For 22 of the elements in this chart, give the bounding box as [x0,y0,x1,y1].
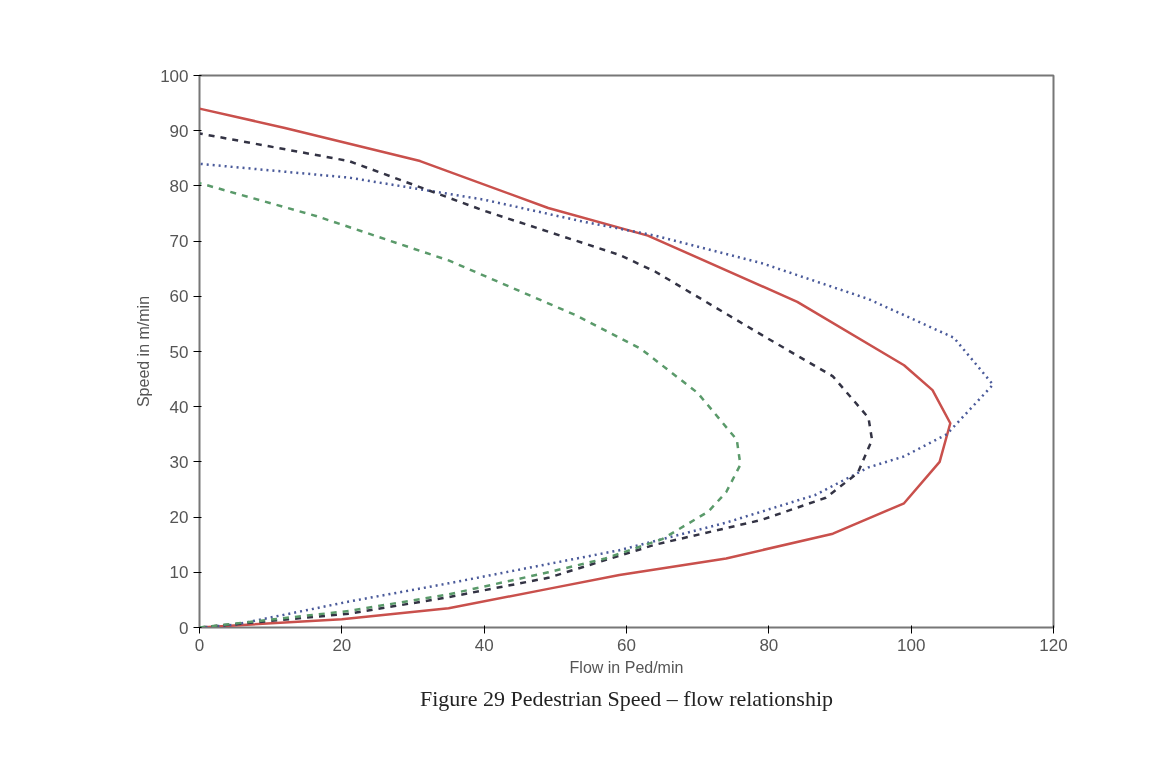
y-axis-title: Speed in m/min [135,295,153,408]
y-tick-label: 30 [169,452,189,472]
y-tick-label: 90 [169,121,189,141]
caption: Figure 29 Pedestrian Speed – flow relationship [419,685,834,711]
x-tick-label: 80 [759,635,779,655]
y-tick-label: 80 [169,176,189,196]
x-tick-label: 60 [617,635,636,655]
x-tick-label: 20 [332,635,352,655]
x-tick-label: 120 [1039,635,1068,655]
y-tick-label: 100 [160,66,189,86]
y-tick-label: 20 [169,508,189,528]
x-tick-label: 100 [896,635,926,655]
y-tick-label: 70 [169,232,189,252]
y-tick-label: 40 [169,397,189,417]
x-tick-label: 0 [194,635,205,655]
x-tick-label: 40 [474,635,494,655]
y-tick-label: 0 [179,618,189,638]
y-tick-label: 10 [169,563,189,583]
x-axis-title: Flow in Ped/min [569,658,684,676]
y-tick-label: 50 [169,342,189,362]
y-tick-label: 60 [169,287,189,307]
line-series [199,181,742,628]
